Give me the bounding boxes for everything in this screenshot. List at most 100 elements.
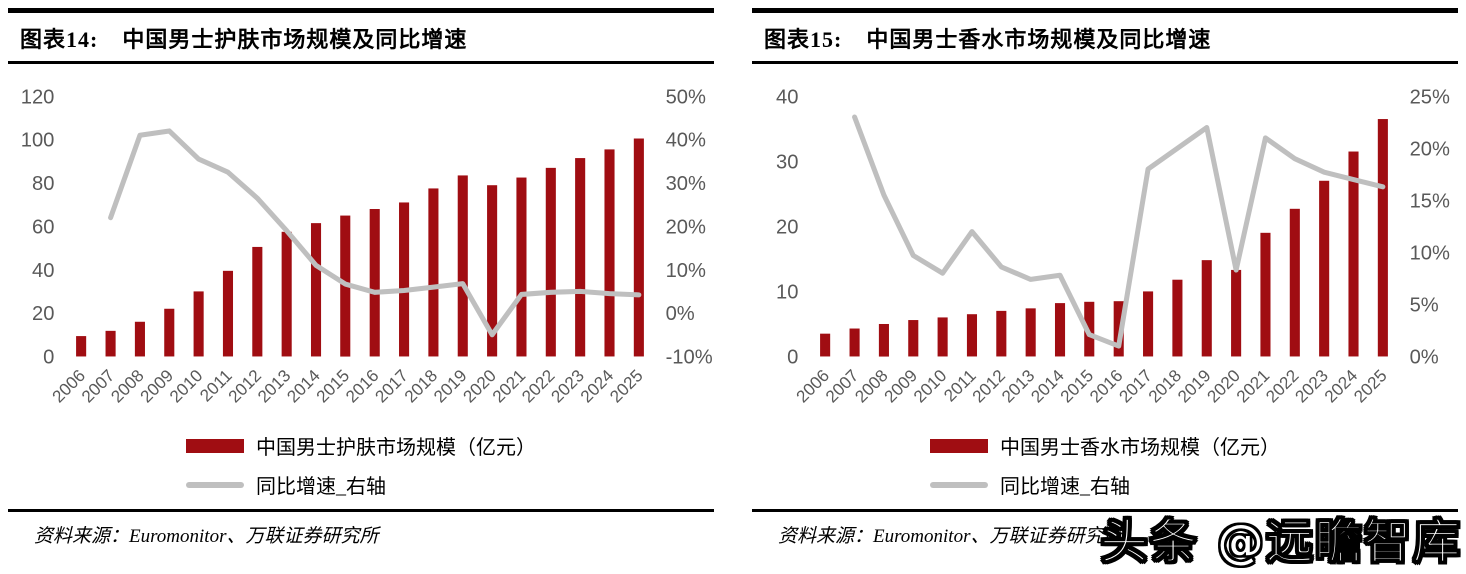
bar (820, 333, 831, 357)
legend-item-line: 同比增速_右轴 (930, 470, 1280, 499)
bar (1289, 208, 1300, 357)
left-axis-tick-labels: 0 10 20 30 40 (776, 86, 798, 368)
axis-tick-label: 10% (666, 260, 706, 282)
bar (310, 223, 322, 357)
line-series-swatch (186, 481, 244, 488)
legend-label-line: 同比增速_右轴 (1000, 476, 1130, 499)
axis-tick-label: 10 (776, 281, 798, 303)
axis-tick-label: 120 (21, 86, 55, 108)
axis-tick-label: 20 (776, 216, 798, 238)
bar (1113, 301, 1124, 357)
bar (849, 328, 860, 357)
axis-tick-label: 40% (666, 130, 706, 152)
axis-tick-label: 40 (32, 260, 54, 282)
growth-line (108, 128, 642, 338)
bar (996, 310, 1007, 357)
bar (516, 177, 527, 357)
bar (281, 231, 292, 357)
axis-tick-label: 0 (43, 347, 54, 369)
axis-tick-label: 10% (1410, 242, 1450, 264)
legend-label-bar: 中国男士护肤市场规模（亿元） (256, 437, 536, 460)
x-axis-labels: 2006200720082009201020112012201320142015… (48, 365, 647, 406)
bar (1260, 232, 1271, 357)
bar (164, 308, 175, 357)
bars-group (820, 119, 1388, 357)
axis-tick-label: 50% (666, 86, 706, 108)
bar (1201, 260, 1212, 357)
legend-item-bar: 中国男士护肤市场规模（亿元） (186, 431, 536, 460)
bar (1231, 269, 1242, 357)
source-text: 资料来源：Euromonitor、万联证券研究所 (34, 526, 379, 548)
axis-tick-label: 20% (666, 216, 706, 238)
figure-header: 图表14: 中国男士护肤市场规模及同比增速 (8, 8, 714, 64)
bar (487, 185, 498, 357)
bar (966, 314, 978, 357)
legend-label-line: 同比增速_右轴 (256, 476, 386, 499)
axis-tick-label: 25% (1410, 86, 1450, 108)
axis-tick-label: -10% (666, 347, 713, 369)
bar (1348, 151, 1359, 357)
bar (1172, 279, 1183, 357)
axis-tick-label: 20 (32, 303, 54, 325)
perfume-market-chart: 0 10 20 30 40 0% 5% 10% 15% 20% 25% 200620072008200… (776, 86, 1450, 406)
figure-source: 资料来源：Euromonitor、万联证券研究所 (8, 509, 714, 548)
bar-series-swatch (930, 438, 988, 453)
axis-tick-label: 100 (21, 130, 55, 152)
figure-perfume: 图表15: 中国男士香水市场规模及同比增速 0 10 20 30 40 0% 5% 10% 15%… (752, 8, 1458, 548)
bar (1025, 308, 1036, 357)
axis-tick-label: 60 (32, 216, 54, 238)
figure-label: 图表15: (764, 27, 843, 52)
source-text: 资料来源：Euromonitor、万联证券研究所 (778, 526, 1123, 548)
right-axis-tick-labels: -10% 0% 10% 20% 30% 40% 50% (666, 86, 713, 368)
x-axis-label: 2025 (606, 365, 647, 406)
figures-row: 图表14: 中国男士护肤市场规模及同比增速 0 20 40 60 80 100 120 -10%… (8, 8, 1458, 548)
x-axis-labels: 2006200720082009201020112012201320142015… (792, 365, 1391, 406)
bars-group (76, 138, 644, 357)
bar (369, 209, 380, 357)
skincare-market-chart: 0 20 40 60 80 100 120 -10% 0% 10% 20% 30% 40% 50% 2006… (21, 86, 713, 406)
bar (633, 138, 644, 357)
bar (76, 336, 87, 357)
figure-label: 图表14: (20, 27, 99, 52)
axis-tick-label: 15% (1410, 190, 1450, 212)
legend-item-bar: 中国男士香水市场规模（亿元） (930, 431, 1280, 460)
figure-title: 中国男士香水市场规模及同比增速 (866, 27, 1212, 52)
axis-tick-label: 80 (32, 173, 54, 195)
watermark: 头条 @远瞻智库 (1100, 515, 1462, 571)
legend-item-line: 同比增速_右轴 (186, 470, 536, 499)
bar (457, 175, 468, 357)
right-axis-tick-labels: 0% 5% 10% 15% 20% 25% (1410, 86, 1450, 368)
bar (252, 246, 263, 357)
bar (105, 330, 116, 357)
axis-tick-label: 40 (776, 86, 798, 108)
legend-label-bar: 中国男士香水市场规模（亿元） (1000, 437, 1280, 460)
axis-tick-label: 20% (1410, 138, 1450, 160)
bar (134, 321, 145, 357)
bar (937, 317, 948, 357)
figure-source: 资料来源：Euromonitor、万联证券研究所 (752, 509, 1458, 548)
figure-skincare: 图表14: 中国男士护肤市场规模及同比增速 0 20 40 60 80 100 120 -10%… (8, 8, 714, 548)
x-axis-label: 2025 (1350, 365, 1391, 406)
bar (908, 320, 919, 357)
bar (1054, 303, 1066, 357)
axis-tick-label: 0% (1410, 347, 1439, 369)
bar (604, 149, 615, 357)
bar (428, 188, 439, 357)
axis-tick-label: 0 (787, 347, 798, 369)
bar (399, 202, 410, 357)
chart-legend: 中国男士护肤市场规模（亿元） 同比增速_右轴 (186, 431, 536, 499)
figure-header: 图表15: 中国男士香水市场规模及同比增速 (752, 8, 1458, 64)
bar (545, 167, 556, 357)
chart-legend: 中国男士香水市场规模（亿元） 同比增速_右轴 (930, 431, 1280, 499)
axis-tick-label: 5% (1410, 294, 1439, 316)
axis-tick-label: 30% (666, 173, 706, 195)
bar (1143, 291, 1154, 357)
bar (193, 291, 204, 357)
bar (1377, 119, 1388, 357)
left-axis-tick-labels: 0 20 40 60 80 100 120 (21, 86, 55, 368)
axis-tick-label: 30 (776, 151, 798, 173)
line-series-swatch (930, 481, 988, 488)
bar-series-swatch (186, 438, 244, 453)
bar (575, 158, 586, 357)
